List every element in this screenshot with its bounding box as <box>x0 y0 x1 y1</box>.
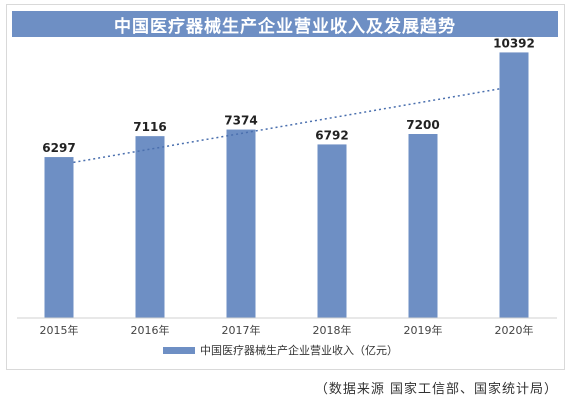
bar-2020年 <box>499 52 529 318</box>
chart-frame <box>6 4 565 370</box>
source-note: （数据来源 国家工信部、国家统计局） <box>314 382 558 397</box>
value-label-2015年: 6297 <box>42 141 75 155</box>
chart-title-bar: 中国医疗器械生产企业营业收入及发展趋势 <box>12 11 558 37</box>
x-tick-label-2017年: 2017年 <box>222 323 261 337</box>
value-label-2016年: 7116 <box>133 120 166 134</box>
x-tick-label-2015年: 2015年 <box>40 323 79 337</box>
legend: 中国医疗器械生产企业营业收入（亿元） <box>163 343 398 357</box>
legend-swatch <box>163 347 195 354</box>
value-label-2018年: 6792 <box>315 128 348 142</box>
bar-2019年 <box>408 134 438 318</box>
x-tick-label-2019年: 2019年 <box>404 323 443 337</box>
bar-2016年 <box>135 136 165 318</box>
bar-2017年 <box>226 129 256 318</box>
x-tick-label-2018年: 2018年 <box>313 323 352 337</box>
x-tick-label-2016年: 2016年 <box>131 323 170 337</box>
chart-title: 中国医疗器械生产企业营业收入及发展趋势 <box>114 16 456 37</box>
value-label-2017年: 7374 <box>224 114 257 128</box>
bar-2015年 <box>44 157 74 318</box>
bar-2018年 <box>317 144 347 318</box>
x-tick-label-2020年: 2020年 <box>495 323 534 337</box>
legend-label: 中国医疗器械生产企业营业收入（亿元） <box>200 343 398 357</box>
trend-line <box>73 88 500 164</box>
value-label-2019年: 7200 <box>406 118 439 132</box>
value-label-2020年: 10392 <box>493 36 535 50</box>
